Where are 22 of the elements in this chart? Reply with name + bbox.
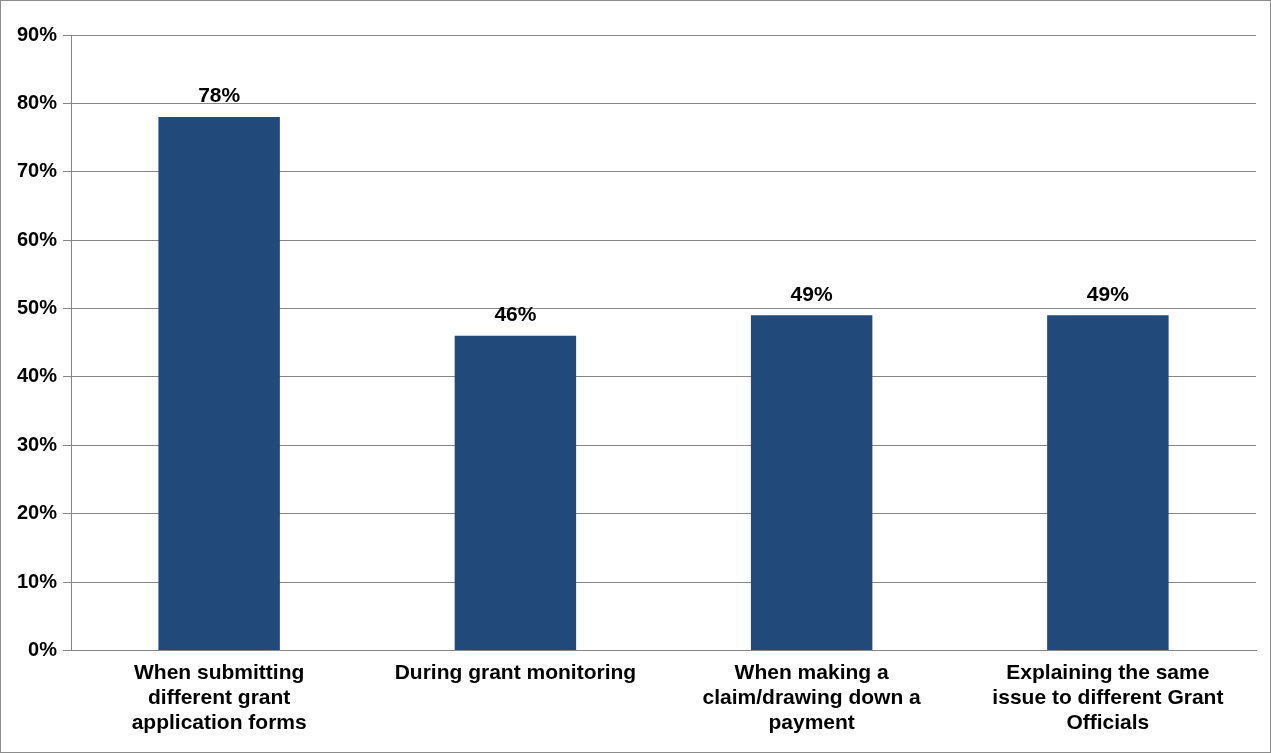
data-label: 78% (198, 83, 241, 107)
data-label: 49% (1086, 281, 1130, 305)
x-tick-label: When submitting different grant application forms (131, 659, 307, 734)
bar (158, 117, 280, 650)
y-tick-label: 40% (17, 364, 58, 387)
y-tick-label: 0% (28, 637, 58, 660)
x-tick-label: When making a claim/drawing down a payment (702, 659, 922, 734)
bar (454, 335, 577, 650)
bar (750, 315, 873, 650)
y-tick-label: 20% (17, 501, 58, 524)
y-tick-label: 90% (17, 22, 58, 45)
y-tick-label: 70% (17, 159, 58, 182)
bar (1047, 315, 1169, 650)
data-label: 49% (790, 281, 833, 305)
x-tick-label: Explaining the same issue to different Grant Officials (992, 659, 1224, 734)
y-tick-label: 10% (17, 569, 58, 592)
y-tick-label: 80% (17, 90, 58, 113)
y-tick-label: 30% (17, 432, 58, 455)
y-tick-label: 50% (17, 296, 58, 319)
x-tick-label: During grant monitoring (394, 659, 637, 683)
y-tick-label: 60% (17, 227, 58, 250)
data-label: 46% (494, 302, 537, 326)
